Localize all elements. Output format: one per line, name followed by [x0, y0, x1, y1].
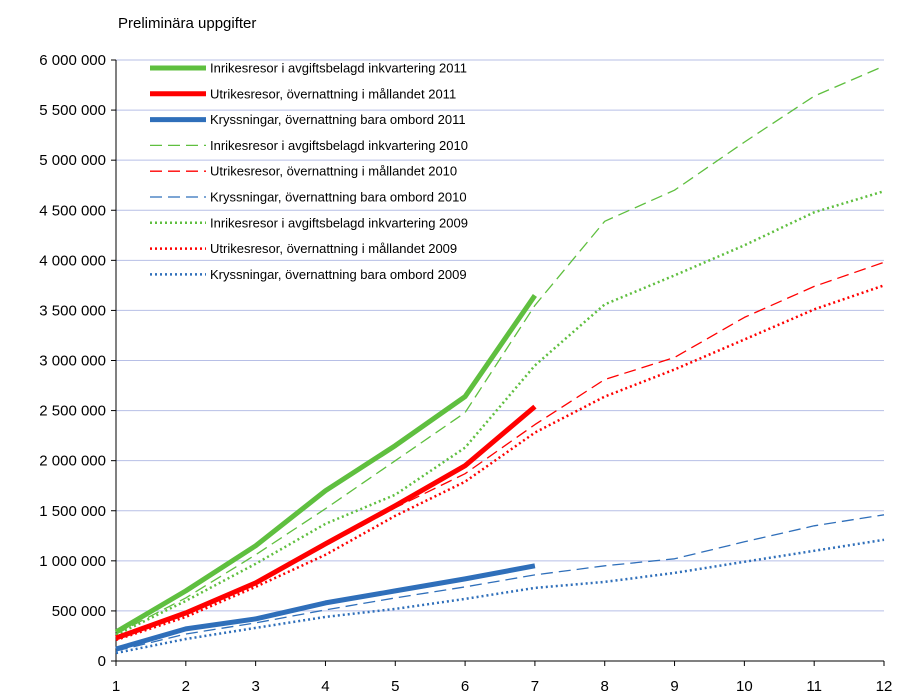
legend-label: Inrikesresor i avgiftsbelagd inkvarterin… [210, 215, 468, 230]
series-lines [114, 65, 885, 655]
x-tick-label: 2 [182, 678, 190, 695]
legend-label: Kryssningar, övernattning bara ombord 20… [210, 190, 467, 205]
x-tick-label: 3 [251, 678, 259, 695]
y-tick-label: 2 000 000 [39, 453, 106, 470]
y-tick-label: 500 000 [52, 603, 106, 620]
y-tick-label: 5 500 000 [39, 102, 106, 119]
series-line [115, 284, 885, 642]
y-tick-label: 1 500 000 [39, 503, 106, 520]
y-tick-label: 6 000 000 [39, 52, 106, 69]
gridlines [116, 59, 884, 612]
x-tick-label: 9 [670, 678, 678, 695]
x-tick-label: 8 [601, 678, 609, 695]
series-line [115, 65, 885, 635]
legend-label: Inrikesresor i avgiftsbelagd inkvarterin… [210, 61, 467, 76]
y-tick-label: 2 500 000 [39, 403, 106, 420]
x-axis-ticks: 1 2 3 4 5 6 7 8 9 10 11 12 [112, 661, 893, 695]
legend-label: Kryssningar, övernattning bara ombord 20… [210, 267, 467, 282]
legend-label: Inrikesresor i avgiftsbelagd inkvarterin… [210, 138, 468, 153]
series-line [115, 404, 537, 641]
chart-note: Preliminära uppgifter [118, 15, 256, 32]
y-tick-label: 3 500 000 [39, 302, 106, 319]
y-tick-label: 5 000 000 [39, 152, 106, 169]
legend-label: Utrikesresor, övernattning i mållandet 2… [210, 86, 456, 101]
y-tick-label: 3 000 000 [39, 353, 106, 370]
series-line [115, 563, 536, 652]
y-tick-label: 4 500 000 [39, 202, 106, 219]
legend-label: Utrikesresor, övernattning i mållandet 2… [210, 241, 457, 256]
x-tick-label: 12 [876, 678, 893, 695]
x-tick-label: 4 [321, 678, 329, 695]
y-axis-ticks: 0 500 000 1 000 000 1 500 000 2 000 000 2 500… [39, 52, 116, 670]
x-tick-label: 5 [391, 678, 399, 695]
series-line [115, 190, 885, 637]
series-line [115, 538, 885, 655]
x-tick-label: 6 [461, 678, 469, 695]
x-tick-label: 1 [112, 678, 120, 695]
x-tick-label: 11 [806, 678, 822, 695]
y-tick-label: 1 000 000 [39, 553, 106, 570]
series-line [115, 261, 885, 640]
legend-label: Kryssningar, övernattning bara ombord 20… [210, 112, 466, 127]
legend: Inrikesresor i avgiftsbelagd inkvarterin… [150, 61, 468, 282]
series-line [115, 514, 885, 652]
x-tick-label: 7 [531, 678, 539, 695]
x-tick-label: 10 [736, 678, 753, 695]
y-tick-label: 4 000 000 [39, 252, 106, 269]
series-line [114, 293, 537, 635]
y-tick-label: 0 [98, 653, 106, 670]
legend-label: Utrikesresor, övernattning i mållandet 2… [210, 164, 457, 179]
